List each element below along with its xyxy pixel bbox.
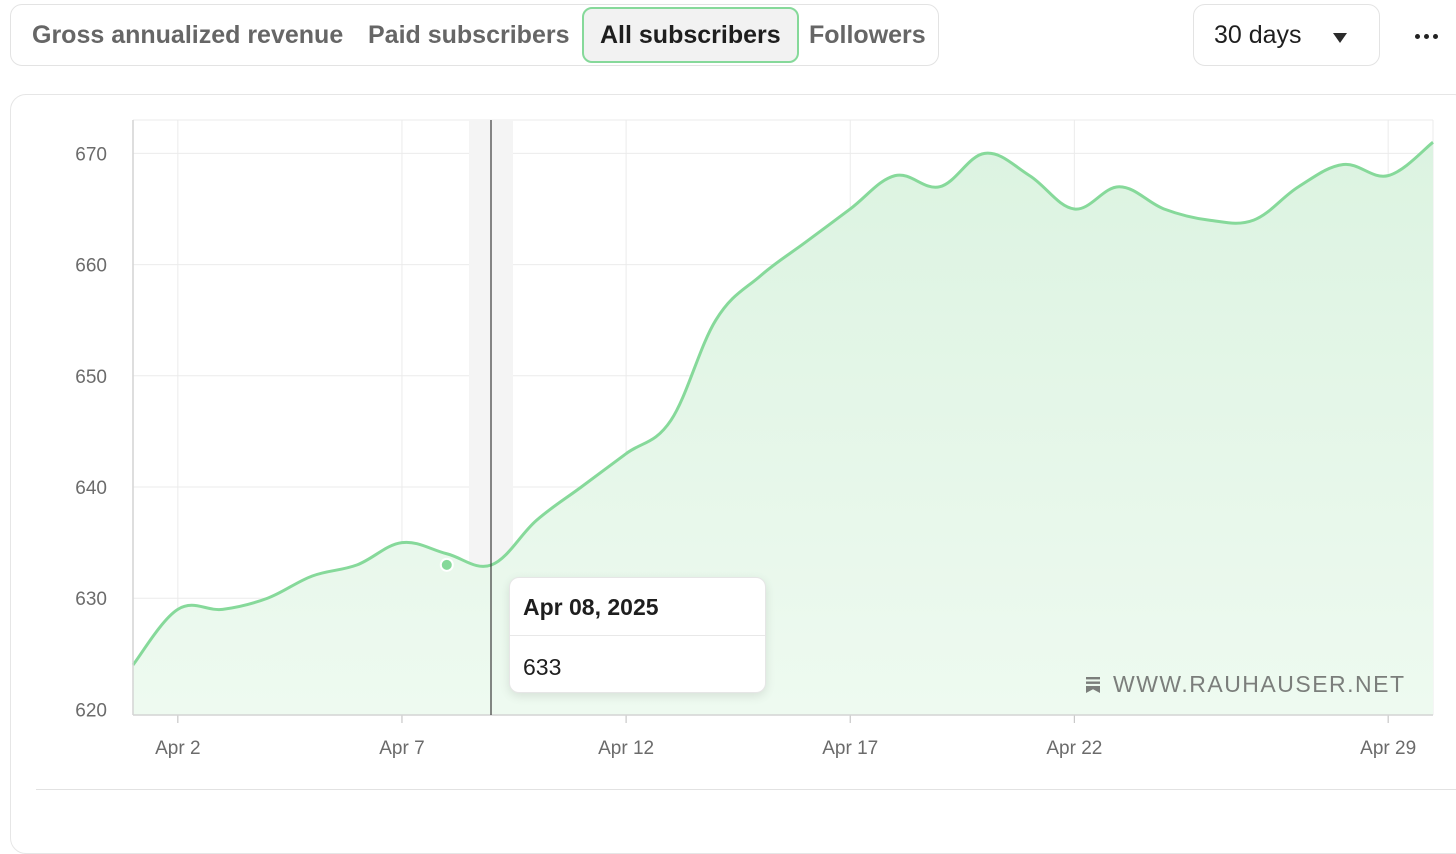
x-tick-label: Apr 22: [1046, 738, 1102, 759]
subscribers-chart[interactable]: 620 630 640 650 660 670 Apr 2 Apr 7 Apr 12 Apr 17…: [0, 0, 1456, 805]
metric-tabs: Gross annualized revenue Paid subscriber…: [10, 4, 939, 66]
data-point: [1342, 163, 1345, 166]
data-point: [356, 563, 359, 566]
tab-gross-annualized-revenue[interactable]: Gross annualized revenue: [32, 20, 344, 49]
y-tick-label: 670: [75, 144, 107, 165]
range-select-value: 30 days: [1214, 20, 1302, 49]
data-point: [625, 452, 628, 455]
range-select[interactable]: 30 days: [1193, 4, 1380, 66]
data-point: [938, 185, 941, 188]
area-fill: [133, 142, 1433, 716]
card-bottom-rule: [36, 789, 1456, 790]
data-point: [132, 663, 135, 666]
data-point: [1118, 185, 1121, 188]
bookmark-lines-icon: [1086, 676, 1100, 693]
data-point: [400, 541, 403, 544]
y-tick-label: 630: [75, 589, 107, 610]
tooltip-value: 633: [523, 654, 562, 680]
chart-tooltip: Apr 08, 2025 633: [509, 577, 766, 693]
data-point: [894, 174, 897, 177]
x-tick-label: Apr 29: [1360, 738, 1416, 759]
tooltip-date: Apr 08, 2025: [523, 594, 659, 620]
data-point: [849, 207, 852, 210]
data-point: [1432, 141, 1435, 144]
data-point: [983, 152, 986, 155]
data-point: [759, 274, 762, 277]
tab-followers[interactable]: Followers: [809, 20, 926, 49]
data-point: [266, 597, 269, 600]
data-point: [445, 552, 448, 555]
more-options-button[interactable]: [1408, 20, 1444, 52]
more-horizontal-icon: [1414, 33, 1420, 39]
y-tick-label: 660: [75, 256, 107, 277]
data-point: [1028, 174, 1031, 177]
data-point: [221, 608, 224, 611]
data-point: [804, 241, 807, 244]
data-point: [1163, 207, 1166, 210]
data-point: [1387, 174, 1390, 177]
data-point: [580, 486, 583, 489]
y-tick-label: 650: [75, 367, 107, 388]
tab-paid-subscribers[interactable]: Paid subscribers: [368, 20, 570, 49]
series-line: [131, 141, 1434, 666]
data-point: [1252, 219, 1255, 222]
data-point: [1297, 185, 1300, 188]
data-point: [311, 574, 314, 577]
tab-all-subscribers[interactable]: All subscribers: [582, 7, 799, 63]
data-point: [1207, 219, 1210, 222]
x-tick-label: Apr 17: [822, 738, 878, 759]
data-point: [176, 608, 179, 611]
x-tick-label: Apr 2: [155, 738, 200, 759]
x-tick-label: Apr 12: [598, 738, 654, 759]
data-point: [714, 319, 717, 322]
data-point: [669, 419, 672, 422]
data-point: [1073, 207, 1076, 210]
highlighted-point: [439, 557, 454, 572]
x-tick-label: Apr 7: [379, 738, 424, 759]
data-point: [535, 519, 538, 522]
watermark: WWW.RAUHAUSER.NET: [1085, 671, 1406, 698]
tooltip-divider: [510, 635, 765, 636]
y-tick-label: 640: [75, 478, 107, 499]
watermark-text: WWW.RAUHAUSER.NET: [1113, 671, 1406, 697]
y-tick-label: 620: [75, 700, 107, 721]
caret-down-icon: [1333, 33, 1347, 43]
